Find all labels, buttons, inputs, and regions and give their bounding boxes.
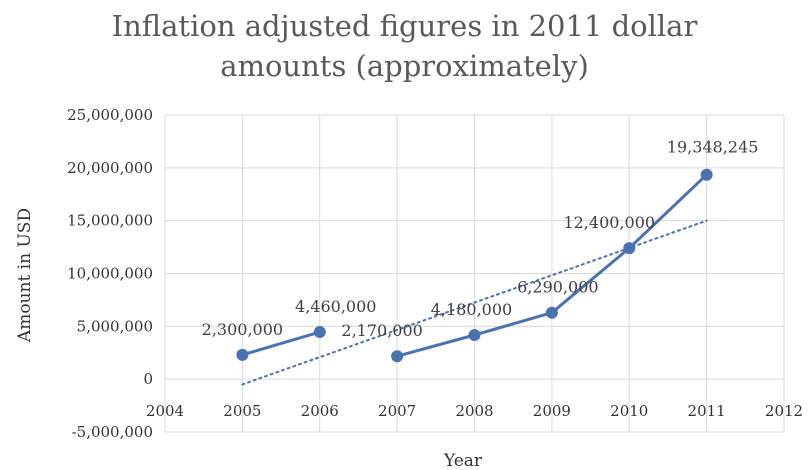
data-point [391, 350, 404, 363]
y-tick-label: 25,000,000 [67, 106, 153, 124]
data-label: 4,460,000 [295, 297, 376, 316]
x-tick-label: 2007 [378, 402, 416, 420]
x-tick-label: 2005 [223, 402, 261, 420]
chart-title-line-2: amounts (approximately) [220, 49, 589, 83]
gridlines [164, 114, 785, 433]
y-tick-label: 0 [143, 370, 153, 388]
data-label: 12,400,000 [563, 213, 655, 232]
data-point [700, 168, 713, 181]
y-tick-label: 20,000,000 [67, 159, 153, 177]
data-point [545, 306, 558, 319]
x-tick-label: 2011 [688, 402, 726, 420]
series-layer [236, 168, 713, 363]
chart-title-line-1: Inflation adjusted figures in 2011 dolla… [111, 9, 698, 43]
data-point [623, 242, 636, 255]
y-axis-title: Amount in USD [15, 208, 35, 343]
x-tick-label: 2004 [146, 402, 184, 420]
x-tick-label: 2010 [610, 402, 648, 420]
data-label: 2,300,000 [202, 320, 283, 339]
x-axis-title: Year [443, 451, 483, 470]
y-tick-label: -5,000,000 [72, 423, 153, 441]
chart-title: Inflation adjusted figures in 2011 dolla… [0, 6, 809, 86]
series-line [241, 330, 321, 357]
x-tick-label: 2008 [455, 402, 493, 420]
data-label: 6,290,000 [517, 278, 598, 297]
data-label: 2,170,000 [341, 321, 422, 340]
labels-layer: -5,000,000 0 5,000,000 10,000,000 15,000,000… [67, 106, 803, 441]
y-tick-label: 15,000,000 [67, 212, 153, 230]
x-tick-label: 2006 [301, 402, 339, 420]
data-point [236, 348, 249, 361]
data-point [468, 328, 481, 341]
data-point [313, 326, 326, 339]
y-tick-label: 5,000,000 [77, 317, 153, 335]
x-tick-label: 2012 [765, 402, 803, 420]
data-label: 4,180,000 [431, 300, 512, 319]
data-label: 19,348,245 [667, 138, 759, 157]
y-tick-label: 10,000,000 [67, 265, 153, 283]
x-tick-label: 2009 [533, 402, 571, 420]
